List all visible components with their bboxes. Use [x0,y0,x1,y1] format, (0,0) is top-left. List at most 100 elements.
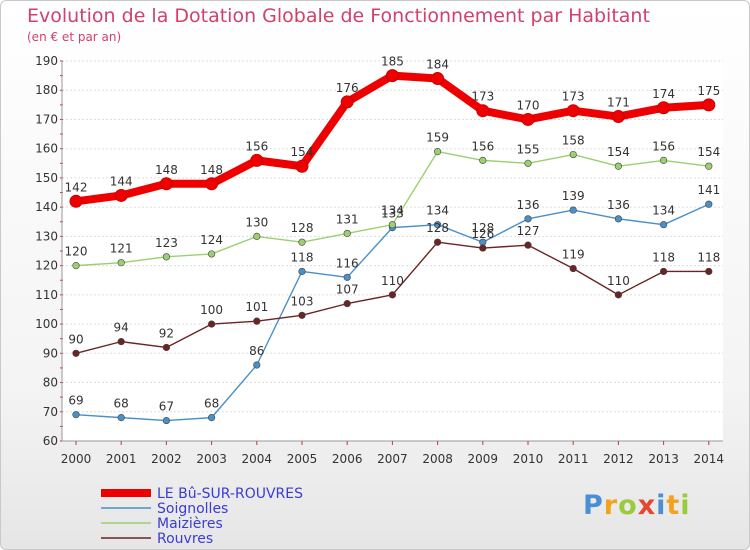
data-point [208,250,216,258]
data-point [569,150,577,159]
series-layer [69,69,716,425]
y-tick-label: 130 [35,229,58,243]
data-label: 184 [426,58,449,72]
x-tick-label: 2011 [558,452,589,466]
x-tick-label: 2002 [151,452,182,466]
x-tick-label: 2009 [468,452,499,466]
data-label: 170 [517,98,540,112]
data-label: 136 [607,198,630,212]
data-label: 156 [471,139,494,153]
data-point [69,194,83,208]
data-label: 175 [697,84,720,98]
data-label: 123 [155,236,178,250]
data-label: 128 [291,221,314,235]
data-point [705,200,713,208]
y-tick-label: 150 [35,171,58,185]
data-point [705,162,713,170]
x-tick-label: 2008 [422,452,453,466]
data-label: 130 [245,215,268,229]
data-label: 134 [381,204,404,218]
data-label: 119 [562,248,585,262]
y-tick-label: 120 [35,259,58,273]
data-label: 144 [110,174,133,188]
x-tick-label: 2010 [513,452,544,466]
data-label: 133 [381,207,404,221]
data-label: 103 [291,294,314,308]
data-label: 158 [562,134,585,148]
data-label: 148 [155,163,178,177]
data-point [117,338,125,346]
data-point [566,104,580,118]
data-label: 69 [68,394,83,408]
data-label: 174 [652,87,675,101]
data-point [524,241,532,249]
x-tick-label: 2005 [287,452,318,466]
data-label: 110 [381,274,404,288]
data-label: 92 [159,326,174,340]
data-point [385,69,399,83]
data-label: 118 [652,250,675,264]
data-label: 148 [200,163,223,177]
x-tick-label: 2007 [377,452,408,466]
data-point [431,72,445,86]
y-tick-label: 80 [43,376,58,390]
data-label: 90 [68,332,83,346]
data-point [159,177,173,191]
data-label: 154 [291,145,314,159]
data-point [340,95,354,109]
data-point [114,188,128,202]
data-label: 136 [517,198,540,212]
data-point [343,273,351,281]
data-label: 159 [426,131,449,145]
data-point [250,153,264,167]
plot-area [62,61,723,441]
data-point [253,317,261,325]
data-point [611,110,625,124]
data-point [72,411,80,419]
data-point [524,215,532,223]
data-label: 142 [65,180,88,194]
data-label: 100 [200,303,223,317]
data-point [253,232,261,240]
data-point [117,414,125,422]
x-tick-label: 2006 [332,452,363,466]
data-label: 116 [336,256,359,270]
data-point [298,238,306,246]
x-tick-label: 2000 [61,452,92,466]
data-point [614,291,623,299]
data-label: 121 [110,242,133,256]
data-point [659,156,668,164]
data-point [388,221,397,229]
data-point [72,262,80,270]
data-point [659,267,668,276]
data-point [434,148,442,156]
data-label: 67 [159,400,174,414]
data-point [205,177,219,191]
data-label: 156 [245,139,268,153]
data-label: 128 [471,221,494,235]
data-label: 131 [336,212,359,226]
data-point [295,159,309,173]
data-point [479,156,487,164]
data-label: 176 [336,81,359,95]
proxiti-logo: Proxiti [583,490,691,521]
y-tick-label: 140 [35,200,58,214]
data-point [208,414,216,422]
data-label: 68 [204,397,219,411]
data-point [614,162,623,170]
y-tick-label: 90 [43,346,58,360]
logo-letter: x [637,490,657,521]
data-label: 94 [114,321,129,335]
data-point [434,221,442,229]
y-tick-label: 110 [35,288,58,302]
data-point [614,215,623,223]
grid-layer [62,60,723,442]
axis-layer: 60 70 80 90 100 110 120 130 140 150 160 170 180 190 20… [35,54,724,466]
logo-letter: P [583,490,604,521]
data-label: 154 [607,145,630,159]
data-point [343,229,351,238]
data-label: 124 [200,233,223,247]
y-tick-label: 100 [35,317,58,331]
data-label: 68 [114,397,129,411]
